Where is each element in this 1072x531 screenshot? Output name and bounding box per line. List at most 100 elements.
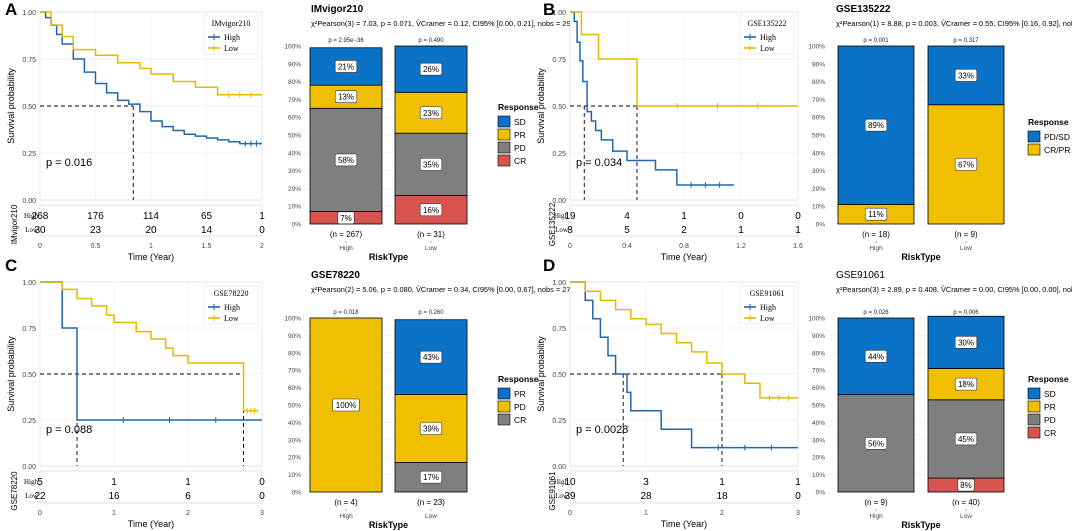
bar-ytick-label: 90% bbox=[812, 61, 825, 68]
bar-category-label: Low bbox=[960, 513, 972, 520]
bar-legend-label: CR bbox=[514, 156, 526, 166]
bar-data-label: 18% bbox=[958, 380, 974, 389]
km-curve-high bbox=[570, 11, 734, 186]
risk-table-count: 0 bbox=[795, 491, 801, 502]
bar-x-axis-label: RiskType bbox=[901, 520, 940, 530]
bar-n-label: (n = 9) bbox=[864, 498, 888, 507]
bar-title: IMvigor210 bbox=[311, 4, 364, 15]
bar-category-label: High bbox=[339, 513, 353, 520]
km-panel-c: C 0.00 0.25 0.50 0.75 1.00 0 1 2 3 Survival probab… bbox=[5, 256, 265, 529]
bar-data-label: 43% bbox=[423, 353, 439, 362]
bar-n-label: (n = 23) bbox=[417, 498, 445, 507]
bar-data-label: 89% bbox=[868, 121, 884, 130]
km-legend-title: GSE91061 bbox=[749, 289, 784, 298]
risk-table-count: 6 bbox=[185, 491, 191, 502]
risk-table-label: IMvigor210 bbox=[10, 204, 19, 244]
bar-legend: Response PD/SD CR/PR bbox=[1027, 117, 1070, 156]
risk-table-count: 0 bbox=[259, 225, 265, 236]
risk-table-count: 39 bbox=[564, 491, 576, 502]
km-xtick-label: 1 bbox=[112, 510, 116, 517]
bar-legend-swatch-cr-pr bbox=[1027, 143, 1041, 156]
bar-ytick-label: 60% bbox=[288, 385, 301, 392]
risk-table-count: 1 bbox=[185, 477, 191, 488]
bar-data-label: 21% bbox=[338, 62, 354, 71]
bar-legend-title: Response bbox=[1028, 374, 1069, 384]
risk-table-count: 10 bbox=[564, 477, 576, 488]
bar-ytick-label: 60% bbox=[288, 115, 301, 122]
bar-legend-label: PR bbox=[514, 389, 526, 399]
bar-ytick-label: 10% bbox=[288, 204, 301, 211]
risk-table-count: 1 bbox=[111, 477, 117, 488]
bar-n-label: (n = 40) bbox=[952, 498, 980, 507]
bar-ytick-label: 40% bbox=[288, 150, 301, 157]
bar-n-label: (n = 9) bbox=[954, 230, 978, 239]
bar-ytick-label: 20% bbox=[812, 186, 825, 193]
bar-data-label: 8% bbox=[960, 481, 972, 490]
bar-data-label-box bbox=[419, 422, 443, 435]
km-legend: GSE78220 High Low bbox=[203, 285, 259, 325]
bar-legend-label: PD bbox=[1044, 415, 1056, 425]
km-x-axis-label: Time (Year) bbox=[661, 252, 707, 262]
bar-ytick-label: 60% bbox=[812, 385, 825, 392]
bar-legend-label: PR bbox=[514, 130, 526, 140]
bar-data-label-box bbox=[419, 350, 443, 364]
km-ytick-label: 0.00 bbox=[22, 464, 36, 471]
km-pvalue: p = 0.034 bbox=[576, 157, 622, 169]
km-legend-label: Low bbox=[760, 314, 775, 323]
km-legend-label: Low bbox=[224, 314, 239, 323]
bar-legend-label: SD bbox=[514, 117, 526, 127]
bar-ytick-label: 50% bbox=[812, 403, 825, 410]
bar-ytick-label: 50% bbox=[288, 133, 301, 140]
km-legend-label: Low bbox=[224, 44, 239, 53]
bar-ytick-label: 30% bbox=[812, 437, 825, 444]
km-xtick-label: 0 bbox=[568, 243, 572, 250]
risk-table-area bbox=[39, 204, 263, 237]
bar-data-label: 16% bbox=[423, 206, 439, 215]
bar-legend-swatch-pd bbox=[1027, 413, 1041, 426]
risk-table-count: 0 bbox=[259, 477, 265, 488]
km-xtick-label: 1 bbox=[149, 243, 153, 250]
bar-data-label: 100% bbox=[336, 401, 356, 410]
km-ytick-label: 0.50 bbox=[22, 372, 36, 379]
bar-ytick-label: 70% bbox=[288, 368, 301, 375]
km-xtick-label: 0 bbox=[38, 243, 42, 250]
bar-data-label-box bbox=[957, 478, 975, 492]
bar-category-label: Low bbox=[960, 245, 972, 252]
km-panel-b: B 0.00 0.25 0.50 0.75 1.00 0 0.4 0.8 1.2 1.6 Surviv… bbox=[536, 0, 803, 262]
km-legend-label: High bbox=[224, 33, 240, 42]
bar-data-label-box bbox=[334, 90, 358, 104]
km-panel-a: A 0.00 0.25 0.50 0.75 1.00 0 0.5 1 1.5 2 Survival p… bbox=[5, 0, 265, 262]
km-ytick-label: 0.75 bbox=[22, 57, 36, 64]
risk-table-label: GSE91061 bbox=[548, 471, 557, 511]
bar-data-label-box bbox=[954, 336, 978, 349]
bar-ytick-label: 40% bbox=[288, 420, 301, 427]
risk-table-count: 1 bbox=[719, 477, 725, 488]
km-pvalue: p = 0.016 bbox=[46, 157, 92, 169]
risk-table-count: 1 bbox=[259, 211, 265, 222]
bar-legend-label: CR bbox=[514, 415, 526, 425]
km-ytick-label: 1.00 bbox=[22, 10, 36, 17]
km-xtick-label: 2 bbox=[260, 243, 264, 250]
bar-x-axis-label: RiskType bbox=[369, 252, 408, 262]
risk-table-count: 0 bbox=[795, 211, 801, 222]
bar-ytick-label: 80% bbox=[288, 350, 301, 357]
bar-data-label-box bbox=[864, 118, 888, 132]
km-ytick-label: 0.50 bbox=[22, 104, 36, 111]
bar-stats-text: χ²Pearson(2) = 5.06, p = 0.080, V̂Cramer… bbox=[311, 285, 570, 294]
km-legend-label: High bbox=[224, 303, 240, 312]
bar-data-label: 11% bbox=[868, 210, 883, 219]
bar-data-label: 33% bbox=[958, 71, 974, 80]
risk-table-count: 30 bbox=[34, 225, 46, 236]
bar-ytick-label: 80% bbox=[812, 79, 825, 86]
risk-table-count: 114 bbox=[143, 211, 159, 222]
km-ytick-label: 0.50 bbox=[552, 104, 566, 111]
risk-table-count: 14 bbox=[201, 225, 213, 236]
km-legend-title: GSE135222 bbox=[747, 19, 786, 28]
km-curve-low bbox=[40, 11, 262, 96]
bar-ytick-label: 50% bbox=[288, 403, 301, 410]
bar-category-label: High bbox=[869, 513, 883, 520]
km-legend-label: Low bbox=[760, 44, 775, 53]
km-x-axis-label: Time (Year) bbox=[128, 519, 174, 529]
bar-data-label-box bbox=[419, 203, 443, 217]
risk-table-count: 4 bbox=[624, 211, 630, 222]
